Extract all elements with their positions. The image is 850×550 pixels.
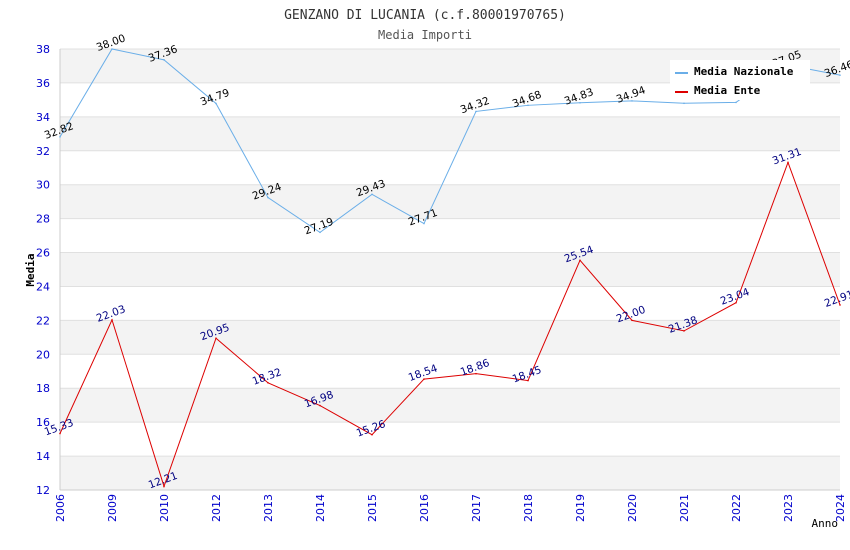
y-tick-label: 14 — [36, 450, 50, 463]
data-point — [215, 102, 217, 105]
data-point — [787, 161, 789, 164]
data-point — [59, 432, 61, 435]
chart-subtitle: Media Importi — [378, 28, 472, 42]
y-tick-label: 34 — [36, 111, 50, 124]
x-tick-label: 2023 — [782, 494, 795, 522]
data-label: 23.04 — [719, 286, 752, 308]
y-tick-label: 26 — [36, 247, 50, 260]
series-line-media-ente — [59, 161, 841, 489]
data-point — [59, 136, 61, 138]
y-tick-label: 30 — [36, 179, 50, 192]
y-axis-title: Media — [24, 253, 37, 286]
legend: Media Nazionale Media Ente — [670, 60, 810, 100]
data-point — [215, 337, 217, 339]
y-tick-label: 12 — [36, 484, 50, 497]
data-point — [371, 193, 373, 196]
data-label: 18.45 — [511, 364, 543, 386]
grid-band — [60, 252, 840, 287]
series-lines — [59, 48, 841, 489]
x-tick-label: 2024 — [834, 494, 847, 522]
data-point — [111, 48, 113, 50]
y-tick-label: 24 — [36, 280, 50, 293]
x-tick-label: 2018 — [522, 494, 535, 522]
legend-box — [670, 60, 810, 100]
y-tick-label: 22 — [36, 314, 50, 327]
data-label: 18.32 — [251, 366, 283, 388]
x-tick-label: 2019 — [574, 494, 587, 522]
data-label: 22.91 — [823, 288, 850, 310]
x-tick-label: 2017 — [470, 494, 483, 522]
data-point — [839, 304, 841, 306]
data-label: 18.54 — [407, 362, 440, 384]
x-tick-label: 2015 — [366, 494, 379, 522]
grid-band — [60, 116, 840, 151]
y-tick-label: 28 — [36, 213, 50, 226]
y-tick-label: 16 — [36, 416, 50, 429]
data-point — [371, 433, 373, 436]
x-tick-label: 2010 — [158, 494, 171, 522]
x-axis-title: Anno — [812, 517, 839, 530]
data-point — [527, 379, 529, 382]
x-tick-label: 2012 — [210, 494, 223, 522]
y-tick-label: 20 — [36, 348, 50, 361]
grid-band — [60, 388, 840, 423]
x-tick-label: 2009 — [106, 494, 119, 522]
data-point — [735, 101, 737, 104]
series-line-media-nazionale — [59, 48, 841, 233]
x-tick-label: 2006 — [54, 494, 67, 522]
data-point — [319, 404, 321, 407]
x-tick-label: 2013 — [262, 494, 275, 522]
data-point — [319, 231, 321, 234]
data-point — [735, 301, 737, 304]
data-point — [163, 59, 165, 61]
data-point — [423, 222, 425, 225]
chart-title: GENZANO DI LUCANIA (c.f.80001970765) — [284, 8, 566, 23]
data-point — [423, 378, 425, 380]
y-tick-label: 38 — [36, 43, 50, 56]
grid-bands — [60, 48, 840, 491]
data-label: 34.83 — [563, 86, 595, 108]
x-tick-label: 2014 — [314, 494, 327, 522]
grid-band — [60, 456, 840, 490]
data-label: 34.79 — [199, 87, 231, 109]
x-tick-label: 2021 — [678, 494, 691, 522]
data-point — [111, 319, 113, 321]
x-tick-label: 2022 — [730, 494, 743, 522]
data-point — [683, 102, 685, 105]
grid-band — [60, 320, 840, 355]
data-point — [839, 74, 841, 76]
y-tick-label: 32 — [36, 145, 50, 158]
grid-band — [60, 184, 840, 219]
x-tick-label: 2016 — [418, 494, 431, 522]
data-point — [631, 319, 633, 322]
data-point — [475, 110, 477, 113]
y-tick-labels: 12 14 16 18 20 22 24 26 28 30 32 34 36 38 — [36, 43, 50, 497]
data-point — [631, 100, 633, 102]
y-tick-label: 36 — [36, 77, 50, 90]
data-label: 34.68 — [511, 89, 543, 111]
legend-label-media-nazionale: Media Nazionale — [694, 65, 794, 78]
data-point — [527, 104, 529, 107]
data-point — [475, 372, 477, 375]
data-point — [579, 259, 581, 262]
data-point — [267, 382, 269, 384]
axes — [59, 49, 840, 491]
y-tick-label: 18 — [36, 382, 50, 395]
data-point — [267, 196, 269, 199]
x-tick-labels: 2006 2009 2010 2012 2013 2014 2015 2016 2017 2018… — [54, 494, 847, 522]
data-point — [579, 101, 581, 104]
data-point — [163, 485, 165, 488]
data-label: 34.94 — [615, 84, 648, 106]
legend-label-media-ente: Media Ente — [694, 84, 761, 97]
x-tick-label: 2020 — [626, 494, 639, 522]
data-point — [683, 330, 685, 332]
